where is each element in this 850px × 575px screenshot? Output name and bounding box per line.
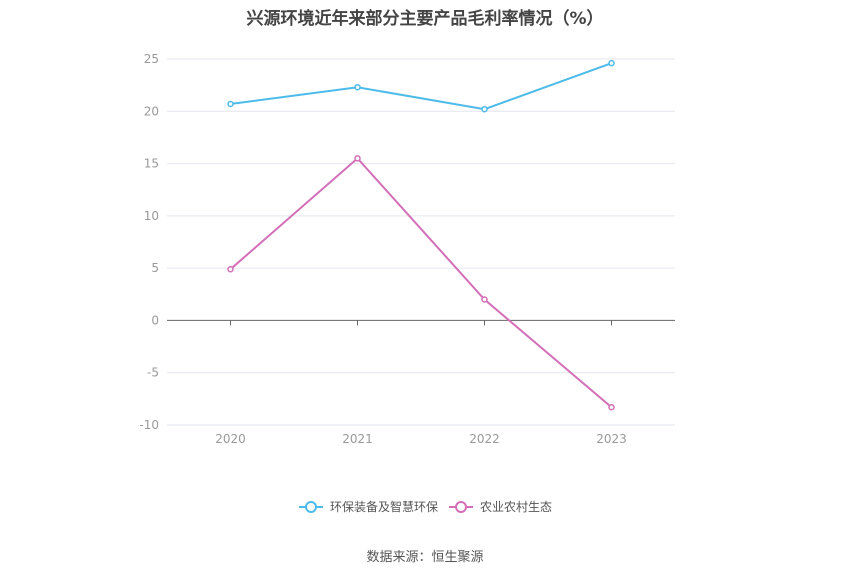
data-source: 数据来源：恒生聚源 — [366, 550, 484, 565]
data-point — [608, 59, 615, 67]
data-point — [608, 403, 615, 411]
chart-title: 兴源环境近年来部分主要产品毛利率情况（%） — [246, 9, 604, 29]
legend: 环保装备及智慧环保 农业农村生态 — [299, 499, 552, 514]
x-tick-label: 2023 — [596, 432, 627, 446]
y-tick-label: 15 — [144, 157, 159, 171]
series-line-2 — [229, 156, 613, 408]
y-tick-label: -10 — [139, 418, 159, 432]
data-point — [227, 100, 234, 108]
legend-label: 农业农村生态 — [480, 500, 552, 514]
series-line-1 — [230, 62, 612, 111]
legend-marker — [455, 501, 467, 513]
data-point — [481, 105, 488, 113]
y-tick-label: 10 — [144, 209, 159, 223]
y-tick-label: 5 — [151, 261, 159, 275]
gridlines — [167, 58, 675, 426]
data-point — [227, 265, 234, 273]
legend-marker — [305, 501, 317, 513]
y-axis: 25 20 15 10 5 0 -5 -10 — [139, 52, 159, 432]
data-point — [354, 83, 361, 91]
y-tick-label: -5 — [147, 366, 159, 380]
series-group — [227, 59, 615, 411]
data-point — [354, 155, 361, 162]
y-tick-label: 25 — [144, 52, 159, 66]
x-tick-label: 2021 — [342, 432, 373, 446]
y-tick-label: 20 — [144, 104, 159, 118]
y-tick-label: 0 — [151, 313, 159, 327]
legend-label: 环保装备及智慧环保 — [330, 499, 438, 514]
x-axis: 2020 2021 2022 2023 — [167, 319, 675, 446]
data-point — [481, 296, 488, 303]
x-tick-label: 2020 — [215, 432, 246, 446]
x-tick-label: 2022 — [469, 432, 500, 446]
